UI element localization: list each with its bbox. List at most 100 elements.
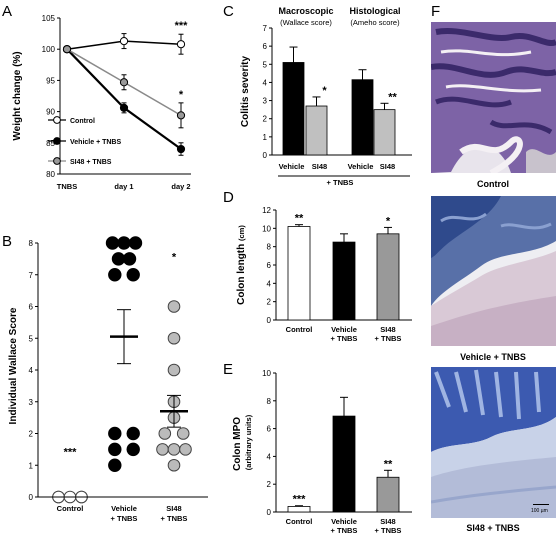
panel-c-bar-label: SI48	[380, 162, 395, 171]
panel-a-data-point	[119, 36, 129, 46]
panel-c-y-tick-label: 1	[263, 133, 268, 142]
panel-d-y-axis-unit: (cm)	[237, 225, 246, 241]
panel-b-data-point	[108, 426, 122, 441]
panel-d-y-tick-label: 2	[267, 298, 272, 307]
panel-a-y-tick-label: 105	[42, 14, 56, 23]
panel-e-y-tick-label: 4	[267, 452, 272, 461]
panel-c-bottom-label: + TNBS	[327, 178, 354, 187]
panel-a-legend-label: Control	[70, 118, 95, 125]
panel-b-data-point	[108, 442, 122, 457]
panel-c-significance: *	[322, 85, 327, 97]
panel-d-x-tick-label: SI48 + TNBS	[375, 325, 402, 343]
panel-b-y-tick-label: 7	[29, 271, 34, 280]
panel-b-x-tick-label: Control	[57, 504, 84, 513]
micrograph-vehicle	[431, 196, 556, 346]
micrograph-caption-si48: SI48 + TNBS	[466, 523, 519, 533]
panel-c-bar	[282, 62, 305, 156]
panel-c-bar	[373, 109, 396, 156]
panel-b-data-point	[179, 443, 192, 456]
panel-a-data-point	[176, 40, 186, 49]
panel-c-y-axis-label: Colitis severity	[240, 55, 251, 127]
micrograph-vehicle-image	[431, 196, 556, 346]
panel-letter-d: D	[223, 189, 234, 206]
panel-a-y-tick-label: 100	[42, 45, 56, 54]
panel-b-y-tick-label: 4	[29, 366, 34, 375]
panel-c-y-tick-label: 7	[263, 24, 268, 33]
panel-b-data-point	[122, 252, 137, 266]
panel-b-data-point	[108, 268, 122, 282]
panel-b-data-point	[158, 427, 172, 440]
panel-e-bar	[287, 506, 311, 513]
panel-e-y-tick-label: 0	[267, 508, 272, 517]
panel-a-legend-marker	[53, 137, 61, 145]
panel-e-significance: ***	[293, 494, 307, 506]
panel-a-data-point	[119, 78, 129, 87]
panel-a-significance: *	[179, 89, 184, 101]
panel-d-significance: *	[386, 215, 391, 227]
panel-a-legend-label: SI48 + TNBS	[70, 159, 112, 166]
panel-b-data-point	[156, 443, 169, 456]
panel-d-y-tick-label: 4	[267, 279, 272, 288]
panel-b-y-tick-label: 6	[29, 303, 34, 312]
panel-b-data-point	[126, 426, 140, 441]
panel-letter-b: B	[2, 233, 12, 250]
panel-b-data-point	[167, 331, 181, 345]
panel-b-significance: ***	[64, 447, 78, 459]
panel-d-x-tick-label: Control	[286, 325, 313, 334]
panel-c-group-title: Histological	[349, 6, 400, 16]
panel-b-data-point	[167, 363, 181, 377]
panel-c-y-tick-label: 2	[263, 115, 268, 124]
panel-a-data-point	[119, 103, 129, 112]
panel-a-y-axis-label: Weight change (%)	[12, 51, 23, 140]
panel-d-y-tick-label: 6	[267, 261, 272, 270]
panel-e-x-tick-label: Control	[286, 517, 313, 526]
panel-a-legend-label: Vehicle + TNBS	[70, 139, 121, 146]
micrograph-si48: 100 µm	[431, 367, 556, 518]
panel-b-y-tick-label: 3	[29, 398, 34, 407]
panel-c-y-tick-label: 3	[263, 97, 268, 106]
panel-e-x-tick-label: Vehicle + TNBS	[331, 517, 358, 535]
panel-c-bar-label: SI48	[312, 162, 327, 171]
scale-bar-label: 100 µm	[531, 508, 548, 514]
panel-a-data-point	[176, 111, 186, 120]
panel-b-data-point	[108, 458, 122, 472]
panel-e-x-tick-label: SI48 + TNBS	[375, 517, 402, 535]
panel-a-weight-chart: 80 85 90 95 100 105 TNBS day 1 day 2 Weight chang…	[12, 14, 191, 191]
panel-a-series-line	[66, 48, 182, 150]
panel-a-data-point	[62, 45, 72, 54]
panel-a-x-tick-label: day 1	[114, 182, 133, 191]
panel-b-significance: *	[172, 251, 177, 263]
panel-b-y-tick-label: 8	[29, 239, 34, 248]
panel-letter-c: C	[223, 3, 234, 20]
panel-b-x-tick-label: Vehicle + TNBS	[111, 504, 138, 523]
panel-e-bar	[376, 476, 400, 513]
panel-c-bar-label: Vehicle	[279, 162, 305, 171]
panel-b-data-point	[117, 236, 131, 250]
panel-a-data-point	[176, 144, 186, 154]
panel-c-y-tick-label: 4	[263, 78, 268, 87]
panel-c-significance: **	[388, 91, 397, 103]
micrograph-caption-control: Control	[477, 179, 509, 189]
panel-b-data-point	[167, 458, 181, 472]
panel-a-y-tick-label: 90	[46, 108, 55, 117]
panel-b-data-point	[126, 268, 140, 282]
panel-a-legend-marker	[53, 116, 61, 124]
panel-c-group-subtitle: (Wallace score)	[280, 18, 332, 27]
panel-c-severity-chart: 0 1 2 3 4 5 6 7 Colitis severity Vehicle * SI48 Vehi…	[240, 6, 412, 187]
panel-e-significance: **	[384, 458, 393, 470]
panel-d-bar	[332, 241, 356, 321]
panel-b-y-axis-label: Individual Wallace Score	[8, 307, 19, 424]
micrograph-caption-vehicle: Vehicle + TNBS	[460, 352, 526, 362]
panel-c-bar	[305, 105, 328, 156]
panel-c-bar-label: Vehicle	[348, 162, 374, 171]
panel-b-data-point	[126, 442, 140, 457]
micrograph-si48-image	[431, 367, 556, 518]
panel-c-group-title: Macroscopic	[278, 6, 333, 16]
panel-d-x-tick-label: Vehicle + TNBS	[331, 325, 358, 343]
panel-b-y-tick-label: 0	[29, 493, 34, 502]
panel-a-y-tick-label: 95	[46, 76, 55, 85]
panel-a-legend-marker	[53, 157, 61, 165]
panel-c-y-tick-label: 5	[263, 60, 268, 69]
panel-b-data-point	[167, 443, 181, 456]
